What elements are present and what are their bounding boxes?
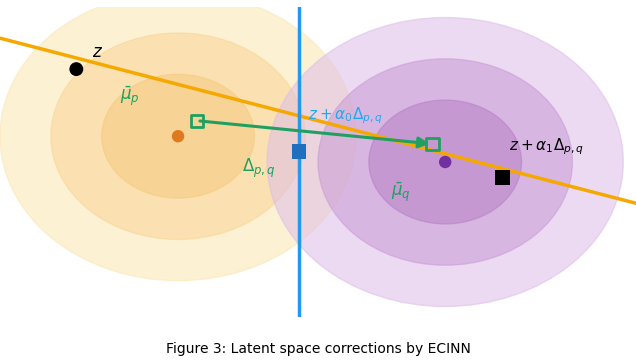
Circle shape — [51, 33, 305, 239]
Point — [173, 133, 183, 139]
Text: $\bar{\mu}_q$: $\bar{\mu}_q$ — [391, 180, 411, 204]
Text: $z + \alpha_0 \Delta_{p,q}$: $z + \alpha_0 \Delta_{p,q}$ — [308, 105, 384, 126]
Text: $z + \alpha_1 \Delta_{p,q}$: $z + \alpha_1 \Delta_{p,q}$ — [509, 136, 584, 157]
Point — [427, 141, 438, 147]
Text: $z$: $z$ — [92, 43, 103, 61]
Circle shape — [102, 74, 254, 198]
Point — [71, 66, 81, 72]
Text: $\Delta_{p,q}$: $\Delta_{p,q}$ — [242, 157, 275, 180]
Point — [294, 149, 304, 154]
Point — [497, 175, 508, 180]
Text: $\bar{\mu}_p$: $\bar{\mu}_p$ — [120, 84, 140, 108]
Circle shape — [318, 59, 572, 265]
Circle shape — [0, 0, 356, 281]
Point — [192, 118, 202, 123]
Circle shape — [267, 18, 623, 306]
Circle shape — [369, 100, 522, 224]
Point — [440, 159, 450, 165]
Text: Figure 3: Latent space corrections by ECINN: Figure 3: Latent space corrections by EC… — [165, 342, 471, 356]
